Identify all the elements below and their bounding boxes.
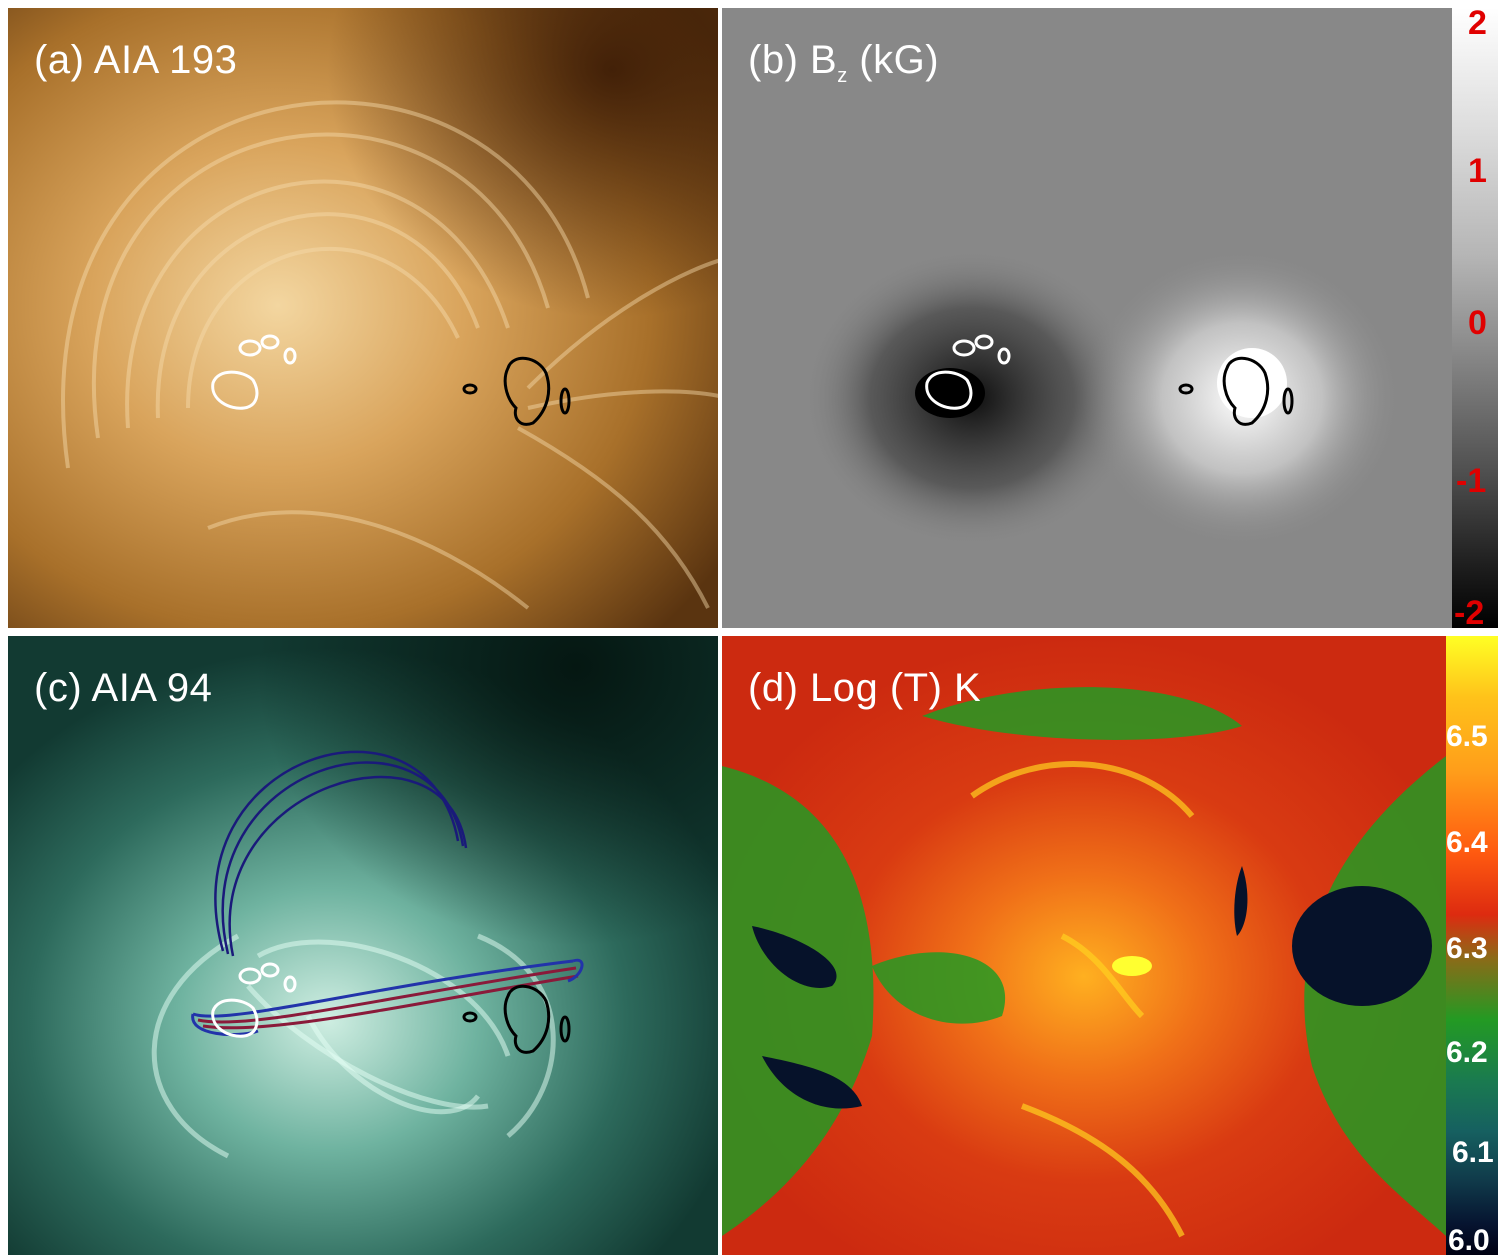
colorbar-b-tick: -1: [1456, 462, 1487, 500]
colorbar-b-tick: 2: [1468, 4, 1487, 42]
contours-c: [211, 962, 571, 1054]
panel-c-label: (c) AIA 94: [34, 666, 213, 710]
colorbar-magnetogram: 2 1 0 -1 -2: [1452, 4, 1498, 632]
colorbar-d-tick: 6.3: [1446, 932, 1488, 965]
panel-b-label: (b) Bz (kG): [748, 38, 940, 87]
colorbar-b-tick: -2: [1454, 594, 1485, 632]
panel-d-label: (d) Log (T) K: [748, 666, 982, 710]
magnetogram-image: [722, 8, 1452, 628]
contours-a: [211, 334, 571, 426]
colorbar-d-tick: 6.2: [1446, 1036, 1488, 1069]
colorbar-temperature: 6.5 6.4 6.3 6.2 6.1 6.0: [1446, 636, 1498, 1257]
panel-temperature: (d) Log (T) K: [722, 636, 1446, 1255]
aia-94-image: [8, 636, 718, 1255]
panel-aia-193: (a) AIA 193: [8, 8, 718, 628]
panel-magnetogram: (b) Bz (kG): [722, 8, 1452, 628]
colorbar-d-tick: 6.5: [1446, 720, 1488, 753]
colorbar-d-tick: 6.1: [1452, 1136, 1494, 1169]
aia-193-image: [8, 8, 718, 628]
colorbar-b-tick: 1: [1468, 152, 1487, 190]
colorbar-d-tick: 6.4: [1446, 826, 1488, 859]
contours-b: [925, 334, 1294, 426]
panel-aia-94: (c) AIA 94: [8, 636, 718, 1255]
colorbar-b-tick: 0: [1468, 304, 1487, 342]
panel-a-label: (a) AIA 193: [34, 38, 238, 82]
colorbar-d-tick: 6.0: [1448, 1224, 1490, 1257]
temperature-map-image: [722, 636, 1446, 1255]
